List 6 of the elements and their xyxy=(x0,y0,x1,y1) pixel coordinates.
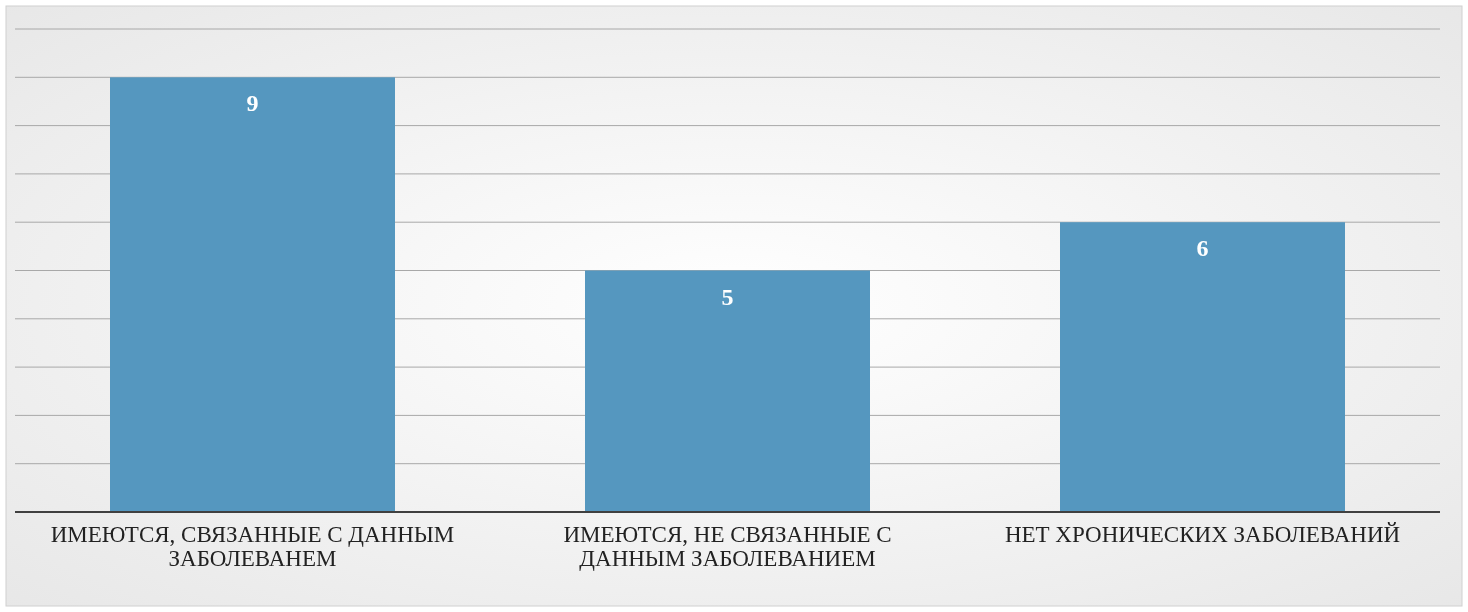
x-tick-label: НЕТ ХРОНИЧЕСКИХ ЗАБОЛЕВАНИЙ xyxy=(1004,522,1401,547)
x-tick-label: ИМЕЮТСЯ, НЕ СВЯЗАННЫЕ С ДАННЫМ ЗАБОЛЕВАНИЕМ xyxy=(563,522,892,572)
data-label: 5 xyxy=(721,283,734,310)
data-label: 9 xyxy=(246,90,259,117)
data-label: 6 xyxy=(1196,235,1209,262)
x-tick-label: ИМЕЮТСЯ, СВЯЗАННЫЕ С ДАННЫМ ЗАБОЛЕВАНЕМ xyxy=(50,522,455,572)
